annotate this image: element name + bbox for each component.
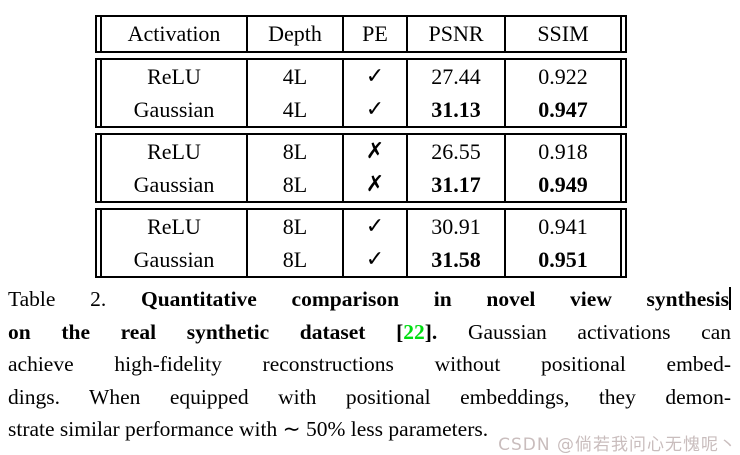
cell-activation: Gaussian (133, 172, 215, 197)
cell-activation: ReLU (147, 214, 201, 239)
caption-body-text: Gaussian activations can (467, 319, 732, 344)
cell-depth: 4L (246, 60, 342, 93)
citation-link[interactable]: 22 (403, 319, 425, 344)
table-row-gaussian-8l-pe: Gaussian 8L ✓ 31.58 0.951 (102, 243, 620, 276)
checkmark-icon: ✓ (342, 243, 406, 276)
checkmark-icon: ✓ (342, 210, 406, 243)
cell-ssim-best: 0.947 (504, 93, 620, 126)
cell-psnr-best: 31.17 (406, 168, 504, 201)
caption-body-text: dings. When equipped with positional emb… (8, 384, 731, 409)
table-header-inner: Activation Depth PE PSNR SSIM (100, 17, 622, 51)
col-header-psnr: PSNR (406, 17, 504, 51)
caption-line: achieve high-fidelity reconstructions wi… (8, 348, 731, 381)
cell-psnr-best: 31.13 (406, 93, 504, 126)
results-table: Activation Depth PE PSNR SSIM ReLU 4L ✓ … (95, 15, 627, 283)
cell-ssim-best: 0.949 (504, 168, 620, 201)
caption-line: dings. When equipped with positional emb… (8, 381, 731, 414)
table-group-8l-pe: ReLU 8L ✓ 30.91 0.941 Gaussian 8L ✓ 31.5… (95, 208, 627, 278)
table-group-inner: ReLU 8L ✗ 26.55 0.918 Gaussian 8L ✗ 31.1… (100, 135, 622, 201)
col-header-activation: Activation (127, 21, 221, 46)
cell-psnr: 26.55 (406, 135, 504, 168)
table-row-relu-4l: ReLU 4L ✓ 27.44 0.922 (102, 60, 620, 93)
table-row-relu-8l-pe: ReLU 8L ✓ 30.91 0.941 (102, 210, 620, 243)
cell-ssim: 0.922 (504, 60, 620, 93)
checkmark-icon: ✓ (342, 93, 406, 126)
caption-line: strate similar performance with ∼ 50% le… (8, 413, 731, 446)
caption-bold-title: ]. (424, 319, 468, 344)
col-header-ssim: SSIM (504, 17, 620, 51)
checkmark-icon: ✓ (342, 60, 406, 93)
cell-psnr: 27.44 (406, 60, 504, 93)
caption-table-label: Table 2. (8, 287, 141, 311)
table-group-4l-pe: ReLU 4L ✓ 27.44 0.922 Gaussian 4L ✓ 31.1… (95, 58, 627, 128)
caption-body-text: strate similar performance with ∼ 50% le… (8, 417, 489, 441)
caption-body-text: achieve high-fidelity reconstructions wi… (8, 352, 731, 376)
caption-line: on the real synthetic dataset [22]. Gaus… (8, 316, 731, 349)
caption-line: Table 2. Quantitative comparison in nove… (8, 283, 731, 316)
cell-depth: 8L (246, 243, 342, 276)
cell-depth: 8L (246, 210, 342, 243)
caption-bold-title: on the real synthetic dataset [ (8, 319, 404, 344)
cell-psnr-best: 31.58 (406, 243, 504, 276)
cell-activation: ReLU (147, 139, 201, 164)
cell-ssim-best: 0.951 (504, 243, 620, 276)
table-row-gaussian-8l-nope: Gaussian 8L ✗ 31.17 0.949 (102, 168, 620, 201)
cell-psnr: 30.91 (406, 210, 504, 243)
cell-ssim: 0.941 (504, 210, 620, 243)
table-caption: Table 2. Quantitative comparison in nove… (8, 283, 731, 446)
table-header-box: Activation Depth PE PSNR SSIM (95, 15, 627, 53)
caption-bold-title: Quantitative comparison in novel view sy… (140, 287, 729, 311)
cell-depth: 4L (246, 93, 342, 126)
table-row-relu-8l-nope: ReLU 8L ✗ 26.55 0.918 (102, 135, 620, 168)
cell-activation: Gaussian (133, 247, 215, 272)
table-group-inner: ReLU 4L ✓ 27.44 0.922 Gaussian 4L ✓ 31.1… (100, 60, 622, 126)
cell-activation: Gaussian (133, 97, 215, 122)
table-header-row: Activation Depth PE PSNR SSIM (102, 17, 620, 51)
cell-depth: 8L (246, 168, 342, 201)
cross-icon: ✗ (342, 135, 406, 168)
table-group-inner: ReLU 8L ✓ 30.91 0.941 Gaussian 8L ✓ 31.5… (100, 210, 622, 276)
table-group-8l-nope: ReLU 8L ✗ 26.55 0.918 Gaussian 8L ✗ 31.1… (95, 133, 627, 203)
cell-ssim: 0.918 (504, 135, 620, 168)
col-header-depth: Depth (246, 17, 342, 51)
csdn-watermark: CSDN @倘若我问心无愧呢丶 (498, 435, 737, 455)
table-row-gaussian-4l: Gaussian 4L ✓ 31.13 0.947 (102, 93, 620, 126)
text-cursor (729, 287, 731, 310)
cell-depth: 8L (246, 135, 342, 168)
cell-activation: ReLU (147, 64, 201, 89)
cross-icon: ✗ (342, 168, 406, 201)
col-header-pe: PE (342, 17, 406, 51)
